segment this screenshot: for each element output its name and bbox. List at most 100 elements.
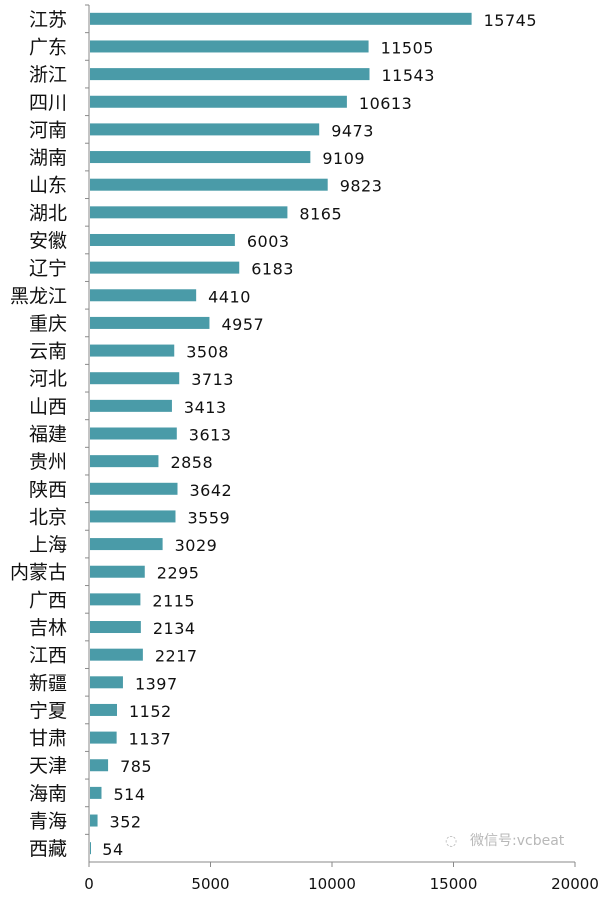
bar	[90, 95, 347, 108]
category-label: 福建	[29, 424, 67, 446]
value-label: 3508	[186, 343, 229, 362]
x-axis-ticks: 0 5000 10000 15000 20000	[84, 4, 599, 893]
bar	[90, 206, 288, 219]
bar	[90, 123, 320, 136]
x-tick-label: 15000	[430, 875, 478, 893]
value-label: 11505	[381, 38, 434, 57]
value-label: 4957	[221, 315, 264, 334]
category-label: 安徽	[29, 230, 67, 252]
bar	[90, 786, 102, 799]
x-tick-label: 5000	[191, 875, 229, 893]
category-label: 河南	[29, 119, 67, 141]
value-label: 15745	[484, 11, 537, 30]
value-label: 1152	[129, 702, 172, 721]
value-label: 8165	[299, 204, 342, 223]
bar	[90, 842, 91, 855]
category-label: 山东	[29, 175, 67, 197]
category-label: 浙江	[29, 64, 67, 86]
value-label: 785	[120, 757, 152, 776]
category-label: 陕西	[29, 479, 67, 501]
value-label: 3413	[184, 398, 227, 417]
value-label: 9109	[322, 149, 365, 168]
value-label: 3713	[191, 370, 234, 389]
value-label: 3613	[189, 426, 232, 445]
category-label: 辽宁	[29, 258, 67, 280]
category-label: 河北	[29, 368, 67, 390]
value-label: 2295	[157, 564, 200, 583]
bar	[90, 648, 143, 661]
category-label: 吉林	[29, 617, 67, 639]
bar	[90, 759, 109, 772]
category-label: 贵州	[29, 451, 67, 473]
bar	[90, 455, 159, 468]
value-label: 2217	[155, 647, 198, 666]
category-label: 新疆	[29, 672, 67, 694]
bar	[90, 593, 141, 606]
bar	[90, 151, 311, 164]
bar	[90, 565, 145, 578]
bar	[90, 372, 180, 385]
bar	[90, 399, 172, 412]
bar	[90, 316, 210, 329]
value-label: 11543	[381, 66, 434, 85]
bar	[90, 344, 175, 357]
bar	[90, 676, 123, 689]
value-label: 9823	[340, 177, 383, 196]
watermark-text: 微信号:vcbeat	[470, 833, 565, 849]
category-label: 江西	[29, 645, 67, 667]
bar	[90, 289, 197, 302]
value-label: 2115	[152, 591, 195, 610]
x-tick-label: 10000	[308, 875, 356, 893]
value-label: 514	[113, 785, 145, 804]
watermark-icon: ◌	[445, 833, 457, 849]
category-label: 江苏	[29, 9, 67, 31]
category-label: 山西	[29, 396, 67, 418]
category-label: 云南	[29, 341, 67, 363]
bar	[90, 621, 141, 634]
bar	[90, 68, 370, 81]
bar	[90, 233, 235, 246]
x-tick-label: 0	[84, 875, 94, 893]
category-label: 湖南	[29, 147, 67, 169]
value-label: 9473	[331, 121, 374, 140]
value-label: 4410	[208, 287, 251, 306]
value-label: 1137	[129, 730, 172, 749]
category-label: 甘肃	[29, 728, 67, 750]
bars-layer	[90, 12, 472, 855]
labels-layer: 江苏 15745 广东 11505 浙江 11543 四川 10613 河南 9473 湖南 9109…	[10, 9, 537, 860]
value-label: 2134	[153, 619, 196, 638]
bar	[90, 40, 369, 53]
category-label: 四川	[29, 92, 67, 114]
bar	[90, 482, 178, 495]
value-label: 6183	[251, 260, 294, 279]
category-label: 西藏	[29, 838, 67, 860]
bar	[90, 261, 240, 274]
category-label: 宁夏	[29, 700, 67, 722]
category-label: 北京	[29, 506, 67, 528]
category-label: 广西	[29, 589, 67, 611]
category-label: 黑龙江	[10, 285, 67, 307]
bar	[90, 814, 98, 827]
category-label: 青海	[29, 811, 67, 833]
category-label: 海南	[29, 783, 67, 805]
category-label: 内蒙古	[10, 562, 67, 584]
value-label: 352	[110, 813, 142, 832]
x-tick-label: 20000	[551, 875, 599, 893]
value-label: 1397	[135, 674, 178, 693]
value-label: 3559	[187, 508, 230, 527]
category-label: 重庆	[29, 313, 67, 335]
value-label: 3642	[190, 481, 233, 500]
category-label: 湖北	[29, 202, 67, 224]
bar	[90, 731, 117, 744]
value-label: 6003	[247, 232, 290, 251]
value-label: 54	[102, 840, 123, 859]
value-label: 2858	[170, 453, 213, 472]
bar	[90, 538, 163, 551]
bar	[90, 703, 117, 716]
value-label: 10613	[359, 94, 412, 113]
bar	[90, 427, 177, 440]
bar	[90, 178, 328, 191]
category-label: 天津	[29, 755, 67, 777]
category-label: 广东	[29, 36, 67, 58]
